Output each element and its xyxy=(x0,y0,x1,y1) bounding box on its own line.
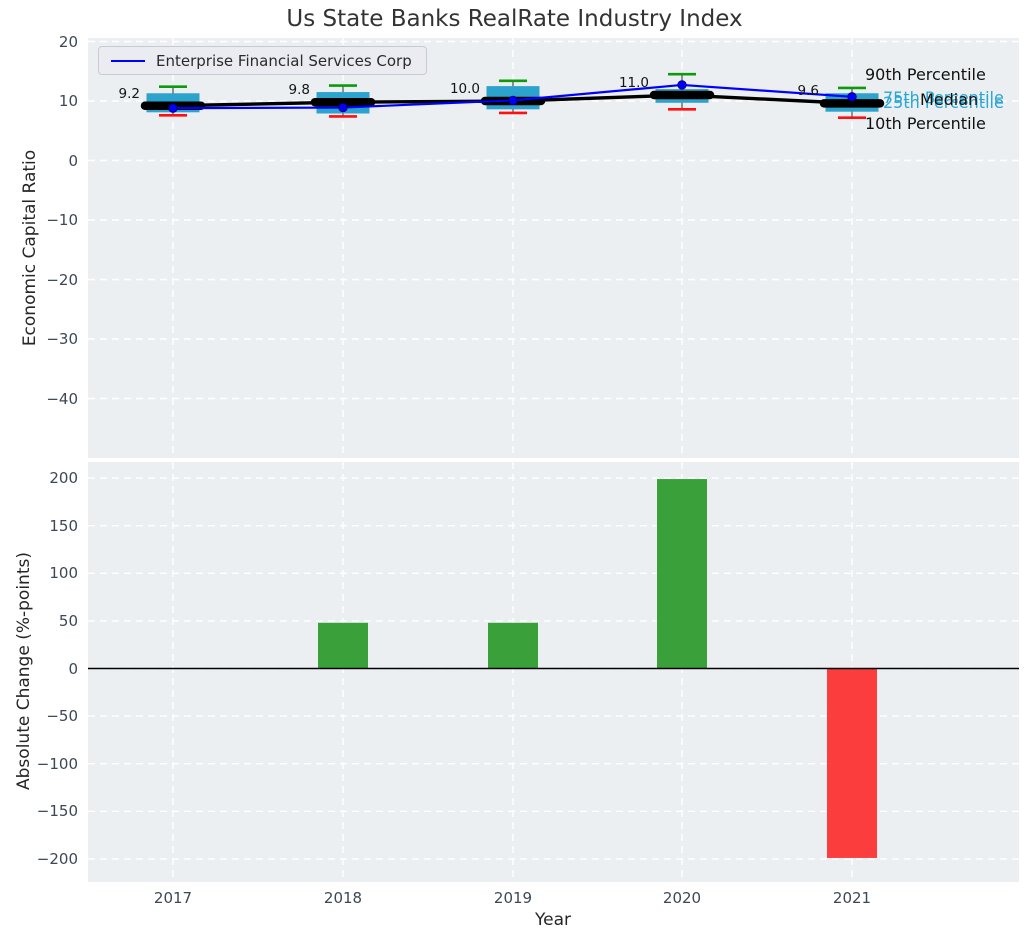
xtick-2019: 2019 xyxy=(478,889,548,907)
legend-label: Enterprise Financial Services Corp xyxy=(156,52,412,70)
bottom-ytick--200: −200 xyxy=(18,850,78,868)
top-ytick-0: 0 xyxy=(18,152,78,170)
bottom-ytick-0: 0 xyxy=(18,660,78,678)
company-point-2019 xyxy=(509,96,517,104)
top-ytick--30: −30 xyxy=(18,330,78,348)
annotation-90th-percentile: 90th Percentile xyxy=(865,65,986,84)
chart-title: Us State Banks RealRate Industry Index xyxy=(0,6,1029,32)
top-ytick--40: −40 xyxy=(18,390,78,408)
xtick-2020: 2020 xyxy=(647,889,717,907)
annotation-median: Median xyxy=(920,90,978,109)
xtick-2018: 2018 xyxy=(308,889,378,907)
x-axis-label: Year xyxy=(493,911,613,930)
bottom-ytick-150: 150 xyxy=(18,517,78,535)
change-bar-2019 xyxy=(488,623,538,669)
bottom-ytick-200: 200 xyxy=(18,469,78,487)
xtick-2017: 2017 xyxy=(138,889,208,907)
median-value-label-2021: 9.6 xyxy=(729,84,819,98)
bottom-ytick-50: 50 xyxy=(18,612,78,630)
chart-canvas xyxy=(0,0,1029,942)
top-ytick--10: −10 xyxy=(18,211,78,229)
median-value-label-2017: 9.2 xyxy=(50,87,140,101)
top-ytick-20: 20 xyxy=(18,33,78,51)
change-bar-2018 xyxy=(318,623,368,669)
bottom-ytick--50: −50 xyxy=(18,707,78,725)
industry-index-figure: Us State Banks RealRate Industry Index E… xyxy=(0,0,1029,942)
company-point-2017 xyxy=(169,104,177,112)
bottom-panel-background xyxy=(88,462,1019,882)
bottom-ytick--100: −100 xyxy=(18,755,78,773)
company-point-2020 xyxy=(678,81,686,89)
change-bar-2021 xyxy=(827,669,877,858)
top-y-axis-label: Economic Capital Ratio xyxy=(20,150,40,346)
annotation-10th-percentile: 10th Percentile xyxy=(865,114,986,133)
change-bar-2020 xyxy=(657,479,707,668)
company-point-2018 xyxy=(339,103,347,111)
legend: Enterprise Financial Services Corp xyxy=(98,46,427,75)
median-value-label-2020: 11.0 xyxy=(559,76,649,90)
xtick-2021: 2021 xyxy=(817,889,887,907)
median-value-label-2018: 9.8 xyxy=(220,83,310,97)
company-point-2021 xyxy=(848,93,856,101)
top-ytick--20: −20 xyxy=(18,271,78,289)
legend-line-swatch xyxy=(111,60,145,62)
bottom-ytick--150: −150 xyxy=(18,802,78,820)
bottom-ytick-100: 100 xyxy=(18,564,78,582)
median-value-label-2019: 10.0 xyxy=(390,82,480,96)
